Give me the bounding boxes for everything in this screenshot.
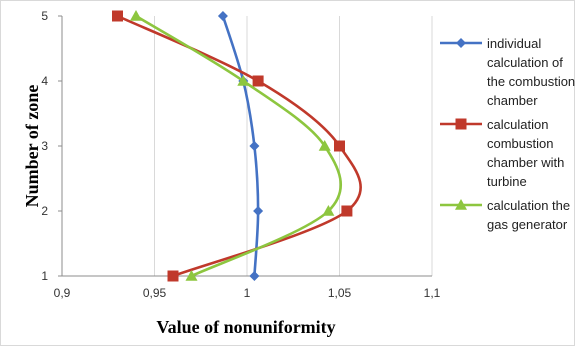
data-point — [185, 270, 198, 281]
data-point — [322, 205, 335, 216]
x-tick-label: 0,95 — [143, 286, 167, 300]
legend-marker — [455, 199, 467, 210]
series-3 — [130, 10, 343, 281]
legend-label: calculation — [487, 117, 548, 132]
y-tick-label: 1 — [41, 269, 48, 283]
legend-label: chamber — [487, 93, 538, 108]
legend-label: calculation the — [487, 198, 570, 213]
series-group — [112, 10, 362, 282]
x-tick-labels: 0,9 0,95 1 1,05 1,1 — [54, 286, 441, 300]
data-point — [252, 75, 264, 87]
legend-item-1[interactable]: individual calculation of the combustion ch… — [440, 36, 575, 108]
data-point — [253, 206, 264, 216]
series-line — [135, 14, 343, 278]
legend-label: calculation of — [487, 55, 563, 70]
data-point — [112, 10, 123, 22]
data-point — [249, 271, 260, 281]
x-tick-label: 0,9 — [54, 286, 71, 300]
legend-label: chamber with — [487, 155, 564, 170]
legend-label: combustion — [487, 136, 553, 151]
x-axis-label: Value of nonuniformity — [156, 317, 335, 337]
data-point — [237, 75, 250, 86]
y-tick-label: 2 — [41, 204, 48, 218]
y-axis-label: Number of zone — [22, 85, 42, 208]
legend-label: gas generator — [487, 217, 568, 232]
legend-label: turbine — [487, 174, 527, 189]
x-tick-label: 1 — [244, 286, 251, 300]
data-point — [334, 140, 345, 152]
x-tick-label: 1,05 — [328, 286, 352, 300]
legend-marker — [456, 38, 466, 48]
data-point — [217, 11, 228, 21]
x-tick-label: 1,1 — [424, 286, 441, 300]
legend-label: the combustion — [487, 74, 575, 89]
y-tick-labels: 1 2 3 4 5 — [41, 9, 48, 283]
series-2 — [112, 10, 362, 282]
data-point — [249, 141, 260, 151]
y-tick-label: 5 — [41, 9, 48, 23]
axes — [58, 15, 432, 277]
data-point — [341, 205, 353, 217]
legend-label: individual — [487, 36, 541, 51]
y-tick-label: 4 — [41, 74, 48, 88]
data-point — [130, 10, 142, 21]
legend-marker — [455, 118, 467, 130]
data-point — [167, 270, 179, 282]
series-1 — [217, 11, 264, 281]
data-point — [318, 140, 331, 151]
legend[interactable]: individual calculation of the combustion ch… — [440, 36, 575, 232]
legend-item-2[interactable]: calculation combustion chamber with turbine — [440, 117, 564, 189]
y-tick-label: 3 — [41, 139, 48, 153]
legend-item-3[interactable]: calculation the gas generator — [440, 198, 570, 232]
grid — [61, 16, 433, 276]
